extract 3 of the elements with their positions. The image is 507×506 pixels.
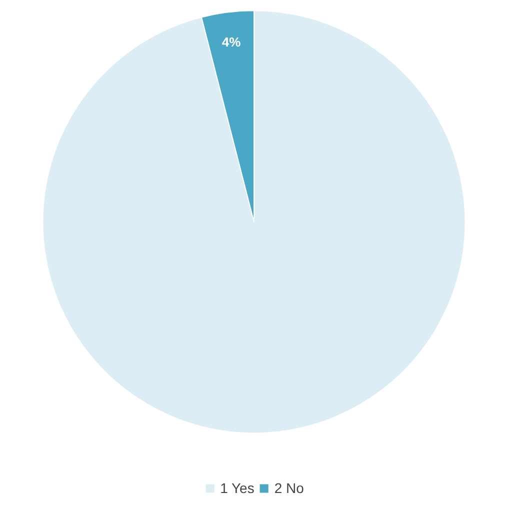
data-label: 4% bbox=[222, 34, 242, 50]
legend-label: 1 Yes bbox=[220, 480, 254, 496]
legend-label: 2 No bbox=[274, 480, 304, 496]
